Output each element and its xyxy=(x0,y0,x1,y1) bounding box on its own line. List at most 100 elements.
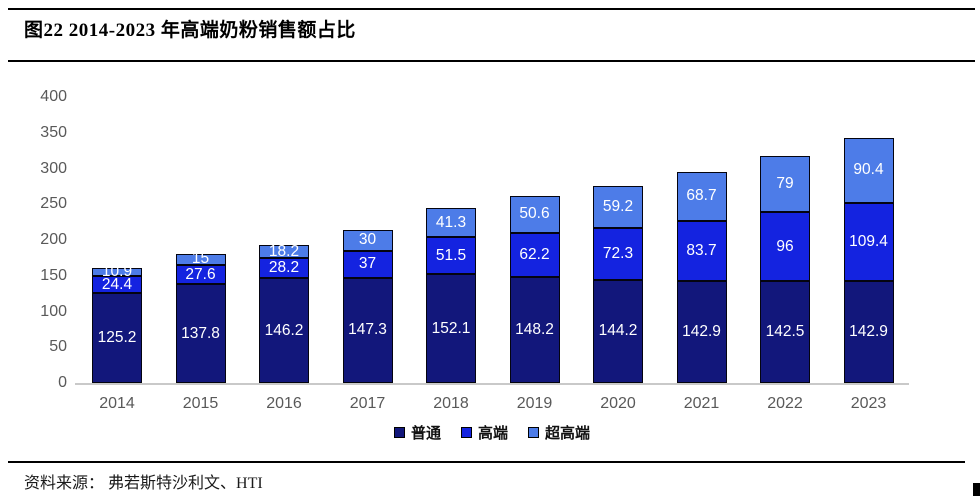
bar-segment: 27.6 xyxy=(175,264,226,285)
bar-value-label: 62.2 xyxy=(519,245,550,263)
bar-value-label: 147.3 xyxy=(348,321,387,339)
bar-value-label: 28.2 xyxy=(268,259,300,277)
bar-segment: 144.2 xyxy=(593,279,643,383)
bar-segment: 148.2 xyxy=(509,277,560,383)
bar-value-label: 125.2 xyxy=(97,329,137,347)
footer-divider xyxy=(8,461,965,463)
bar-segment: 142.9 xyxy=(843,280,894,383)
y-tick-label: 300 xyxy=(40,159,67,177)
source-line: 资料来源： 弗若斯特沙利文、HTI xyxy=(24,469,263,493)
bar-value-label: 10.9 xyxy=(101,263,133,281)
legend-item: 高端 xyxy=(460,422,508,443)
bar-value-label: 37 xyxy=(358,255,377,273)
bar-value-label: 24.4 xyxy=(101,275,133,293)
bar-value-label: 83.7 xyxy=(686,241,717,259)
bar-value-label: 18.2 xyxy=(268,242,300,260)
bar-segment: 142.5 xyxy=(760,281,810,383)
source-label: 资料来源： xyxy=(24,475,105,492)
bar-value-label: 41.3 xyxy=(435,213,467,231)
legend-item: 超高端 xyxy=(528,422,590,443)
bar-value-label: 96 xyxy=(776,237,794,255)
source-text: 弗若斯特沙利文、HTI xyxy=(108,475,263,492)
y-tick-label: 200 xyxy=(40,231,67,248)
bar-value-label: 148.2 xyxy=(515,321,554,338)
x-tick-label: 2019 xyxy=(516,395,553,412)
bar-segment: 79 xyxy=(760,155,810,213)
top-divider xyxy=(8,8,975,10)
bar-value-label: 137.8 xyxy=(181,324,220,342)
bar-value-label: 51.5 xyxy=(435,246,467,264)
x-tick-label: 2023 xyxy=(850,395,887,412)
x-tick-label: 2021 xyxy=(683,395,720,412)
bar-value-label: 142.5 xyxy=(765,323,805,341)
bar-value-label: 144.2 xyxy=(598,322,638,340)
x-tick-label: 2018 xyxy=(433,395,469,412)
bar-segment: 59.2 xyxy=(593,185,643,229)
legend-label: 超高端 xyxy=(545,425,591,442)
legend-swatch-icon xyxy=(393,427,405,438)
corner-mark xyxy=(973,483,980,496)
figure-title: 图22 2014-2023 年高端奶粉销售额占比 xyxy=(24,20,356,41)
bar-segment: 24.4 xyxy=(92,275,142,294)
y-tick-label: 350 xyxy=(40,123,67,141)
bar-value-label: 30 xyxy=(358,231,377,249)
bar-segment: 109.4 xyxy=(843,202,894,281)
y-tick-label: 0 xyxy=(58,374,67,391)
bar-value-label: 68.7 xyxy=(686,187,717,205)
legend-label: 普通 xyxy=(410,425,441,442)
legend-swatch-icon xyxy=(528,427,539,438)
y-tick-label: 50 xyxy=(49,338,67,356)
x-tick-label: 2017 xyxy=(349,395,386,412)
bar-value-label: 27.6 xyxy=(185,265,216,283)
bar-value-label: 79 xyxy=(776,175,794,193)
bar-value-label: 109.4 xyxy=(849,232,888,250)
bar-value-label: 146.2 xyxy=(264,321,304,339)
legend-item: 普通 xyxy=(393,422,441,443)
bar-value-label: 59.2 xyxy=(602,198,634,216)
bar-value-label: 15 xyxy=(191,250,210,268)
bar-segment: 142.9 xyxy=(676,280,727,383)
bar-segment: 37 xyxy=(342,251,393,278)
bar-segment: 137.8 xyxy=(175,284,226,383)
bar-value-label: 72.3 xyxy=(602,245,634,263)
bar-segment: 83.7 xyxy=(676,220,727,281)
bar-segment: 51.5 xyxy=(426,237,476,275)
bar-value-label: 90.4 xyxy=(853,161,884,179)
y-tick-label: 100 xyxy=(40,302,67,320)
bar-segment: 96 xyxy=(760,212,810,282)
y-tick-label: 150 xyxy=(40,266,67,284)
x-tick-label: 2015 xyxy=(182,395,219,412)
bar-segment: 146.2 xyxy=(259,278,309,383)
bar-segment: 62.2 xyxy=(509,232,560,278)
legend-swatch-icon xyxy=(460,427,472,438)
bar-segment: 30 xyxy=(342,229,393,252)
bar-segment: 68.7 xyxy=(676,171,727,221)
title-divider xyxy=(8,60,975,62)
x-tick-label: 2016 xyxy=(266,395,302,412)
bar-segment: 125.2 xyxy=(92,293,142,383)
bar-segment: 152.1 xyxy=(426,274,476,383)
y-tick-label: 250 xyxy=(40,195,67,213)
bar-value-label: 142.9 xyxy=(682,322,721,340)
bar-value-label: 50.6 xyxy=(519,205,550,223)
legend-label: 高端 xyxy=(477,425,508,442)
bar-segment: 147.3 xyxy=(342,277,393,383)
bar-segment: 10.9 xyxy=(92,264,142,280)
y-tick-label: 400 xyxy=(40,88,67,105)
x-tick-label: 2020 xyxy=(600,395,636,412)
bar-segment: 15 xyxy=(175,250,226,268)
x-tick-label: 2014 xyxy=(99,395,135,412)
bar-value-label: 142.9 xyxy=(849,322,888,340)
bar-segment: 41.3 xyxy=(426,207,476,238)
x-axis-line xyxy=(75,383,909,385)
bar-segment: 90.4 xyxy=(843,137,894,203)
bar-segment: 72.3 xyxy=(593,228,643,280)
x-tick-label: 2022 xyxy=(767,395,803,412)
legend: 普通 高端 超高端 xyxy=(75,422,909,443)
bar-segment: 18.2 xyxy=(259,242,309,260)
bar-value-label: 152.1 xyxy=(431,319,471,337)
bar-segment: 50.6 xyxy=(509,196,560,233)
bar-segment: 28.2 xyxy=(259,258,309,279)
